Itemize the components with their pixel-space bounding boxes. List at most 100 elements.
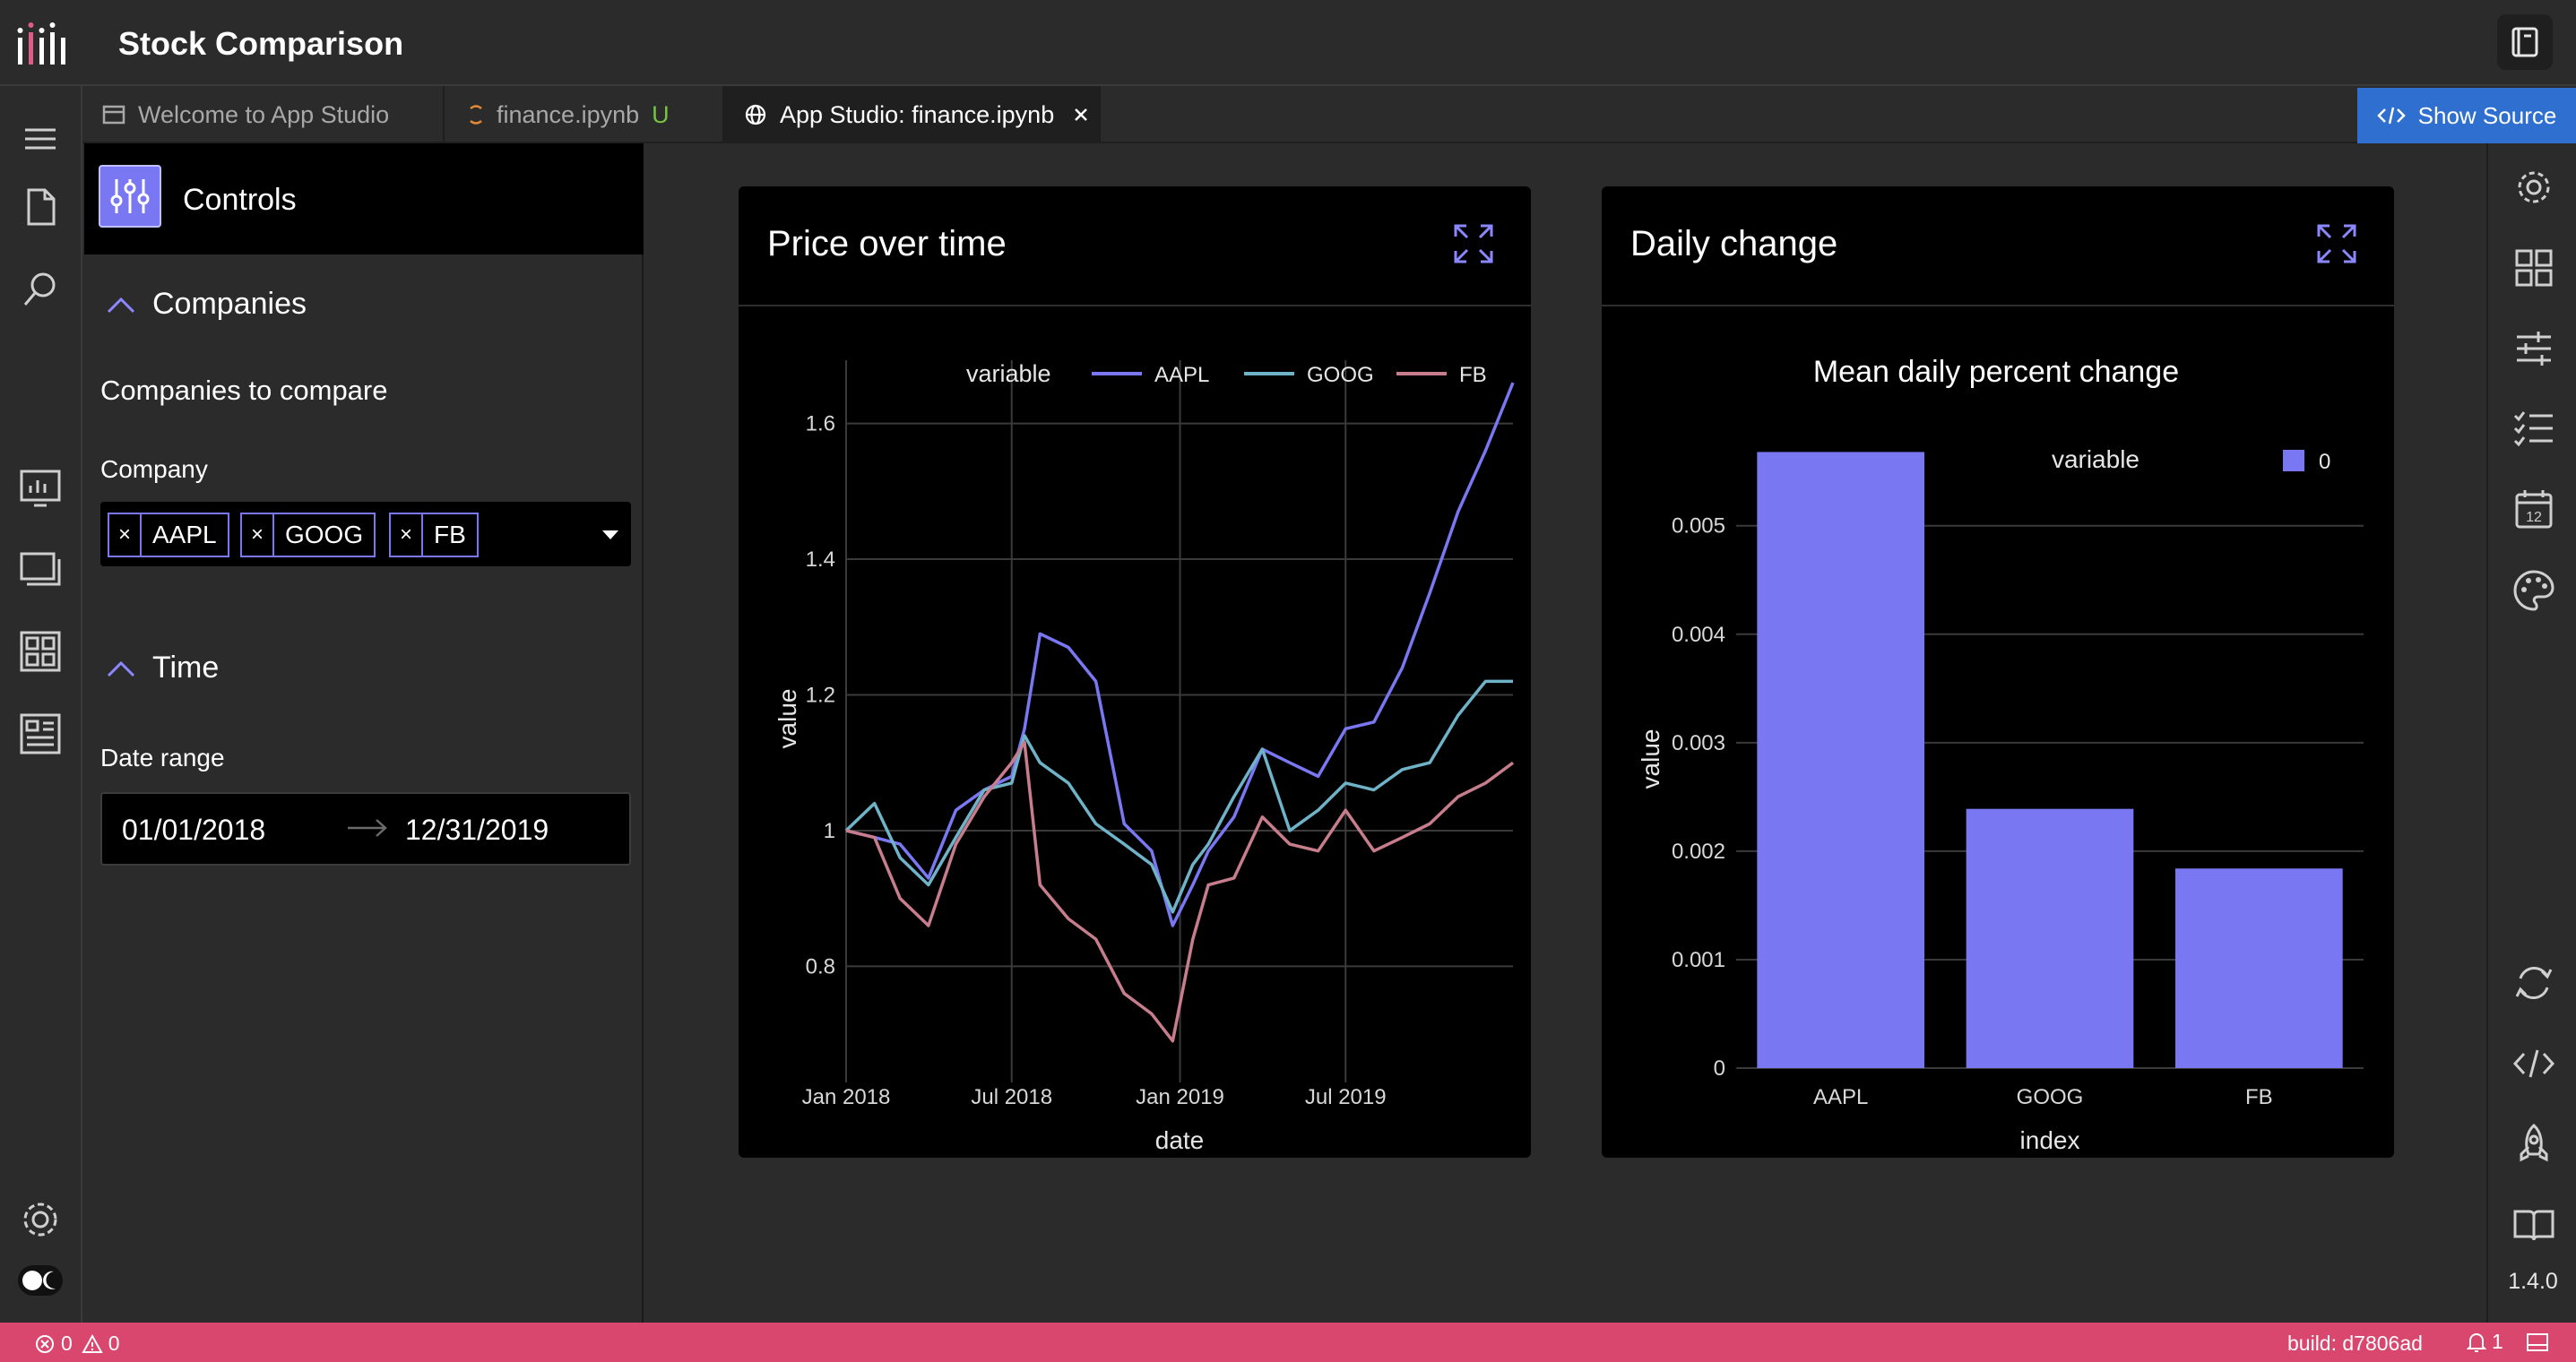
calendar-icon[interactable]: 12 [2510, 486, 2558, 534]
book-icon[interactable] [2510, 1201, 2558, 1249]
y-tick-label: 1.6 [806, 412, 835, 436]
remove-chip-button[interactable]: × [391, 514, 423, 556]
x-tick-label: Jan 2018 [802, 1085, 891, 1109]
untracked-badge: U [652, 100, 670, 128]
tab-label: App Studio: finance.ipynb [780, 100, 1055, 128]
slides-icon[interactable] [14, 545, 66, 597]
chip-label: FB [434, 521, 466, 548]
warning-count: 0 [108, 1332, 120, 1355]
time-heading: Time [152, 651, 220, 685]
x-axis-title: date [1155, 1126, 1205, 1154]
close-icon[interactable] [1072, 106, 1090, 124]
card-title: Price over time [767, 224, 1007, 263]
controls-header: Controls [84, 143, 644, 254]
bar-goog [1966, 808, 2134, 1068]
price-line-chart[interactable]: 0.8 1 1.2 1.4 1.6 Jan 2018 Jul 2018 Jan 2019 Jul… [739, 306, 1531, 1154]
x-tick-label: Jul 2019 [1305, 1085, 1387, 1109]
show-source-button[interactable]: Show Source [2357, 88, 2576, 143]
y-tick-label: 0.003 [1672, 731, 1725, 755]
sliders-icon[interactable] [2510, 324, 2558, 373]
checklist-icon[interactable] [2510, 405, 2558, 453]
rocket-icon[interactable] [2510, 1120, 2558, 1168]
y-tick-label: 0.002 [1672, 840, 1725, 864]
palette-icon[interactable] [2510, 566, 2558, 615]
problems-indicator[interactable]: 0 0 [34, 1332, 120, 1356]
expand-icon[interactable] [2315, 222, 2358, 265]
report-icon[interactable] [14, 708, 66, 760]
chevron-up-icon [107, 297, 135, 313]
error-count: 0 [61, 1332, 73, 1355]
companies-heading: Companies [152, 287, 307, 321]
app-title: Stock Comparison [118, 25, 404, 62]
y-tick-label: 0.8 [806, 954, 835, 978]
date-range-picker[interactable]: 01/01/2018 12/31/2019 [100, 792, 631, 866]
menu-icon[interactable] [14, 113, 66, 165]
companies-section-toggle[interactable]: Companies [106, 287, 307, 322]
y-tick-label: 0.005 [1672, 514, 1725, 539]
notebook-icon [2511, 27, 2538, 57]
daily-change-bar-chart[interactable]: Mean daily percent change 0 0.001 0.002 0.00… [1602, 306, 2394, 1154]
y-axis-title: value [1637, 729, 1664, 789]
company-field-label: Company [100, 455, 208, 483]
code-icon[interactable] [2510, 1039, 2558, 1088]
x-tick-label: Jan 2019 [1136, 1085, 1224, 1109]
settings-icon[interactable] [14, 1194, 66, 1246]
title-bar: Stock Comparison [0, 0, 2576, 86]
version-label: 1.4.0 [2508, 1269, 2558, 1294]
caret-down-icon[interactable] [601, 529, 620, 541]
price-card: Price over time 0.8 1 1.2 1.4 1.6 Jan 2018 Jul… [739, 186, 1531, 1158]
build-info: build: d7806ad [2287, 1332, 2423, 1355]
settings-icon[interactable] [2510, 163, 2558, 211]
legend-title: variable [966, 360, 1051, 387]
companies-subtitle: Companies to compare [100, 375, 388, 406]
activity-bar [0, 86, 82, 1323]
dashboard-icon[interactable] [14, 462, 66, 514]
file-icon[interactable] [14, 181, 66, 233]
tab-label: Welcome to App Studio [138, 100, 390, 128]
company-chip-goog: × GOOG [240, 513, 376, 557]
search-icon[interactable] [14, 263, 66, 315]
expand-icon[interactable] [1452, 222, 1495, 265]
controls-panel: Controls Companies Companies to compare … [84, 143, 644, 1323]
globe-icon [745, 104, 766, 125]
warning-icon [82, 1333, 103, 1353]
panel-toggle-icon[interactable] [2526, 1332, 2549, 1353]
chevron-up-icon [107, 660, 135, 677]
notifications-indicator[interactable]: 1 [2467, 1330, 2503, 1354]
tab-notebook[interactable]: finance.ipynb U [445, 86, 724, 143]
tab-app-studio[interactable]: App Studio: finance.ipynb [724, 86, 1101, 143]
window-icon [102, 105, 125, 125]
notification-count: 1 [2492, 1330, 2503, 1353]
y-tick-label: 1 [824, 819, 835, 843]
main-canvas: Price over time 0.8 1 1.2 1.4 1.6 Jan 2018 Jul… [645, 143, 2486, 1323]
remove-chip-button[interactable]: × [109, 514, 142, 556]
x-tick-label: FB [2245, 1085, 2273, 1109]
x-tick-label: GOOG [2017, 1085, 2084, 1109]
legend-swatch [2283, 450, 2304, 471]
remove-chip-button[interactable]: × [242, 514, 274, 556]
refresh-icon[interactable] [2510, 959, 2558, 1007]
controls-icon [99, 165, 161, 228]
date-end-input[interactable]: 12/31/2019 [405, 814, 549, 846]
theme-toggle-icon[interactable] [14, 1260, 66, 1301]
legend-label: 0 [2319, 450, 2330, 474]
card-divider [1602, 305, 2394, 306]
time-section-toggle[interactable]: Time [106, 651, 219, 685]
series-line-goog [844, 679, 1513, 914]
chart-title: Mean daily percent change [1813, 355, 2179, 389]
widgets-icon[interactable] [2510, 244, 2558, 292]
date-range-label: Date range [100, 744, 225, 772]
show-source-label: Show Source [2417, 101, 2557, 129]
tab-welcome[interactable]: Welcome to App Studio [82, 86, 445, 143]
bell-icon [2467, 1332, 2486, 1352]
notebook-file-icon [470, 105, 482, 125]
card-title: Daily change [1630, 224, 1838, 263]
grid-layout-icon[interactable] [14, 625, 66, 677]
x-tick-label: AAPL [1813, 1085, 1868, 1109]
company-multiselect[interactable]: × AAPL × GOOG × FB [100, 502, 631, 566]
date-start-input[interactable]: 01/01/2018 [122, 814, 266, 846]
y-tick-label: 0 [1714, 1056, 1725, 1081]
bar-fb [2175, 868, 2343, 1068]
tab-label: finance.ipynb [497, 100, 640, 128]
notebook-button[interactable] [2497, 14, 2553, 70]
